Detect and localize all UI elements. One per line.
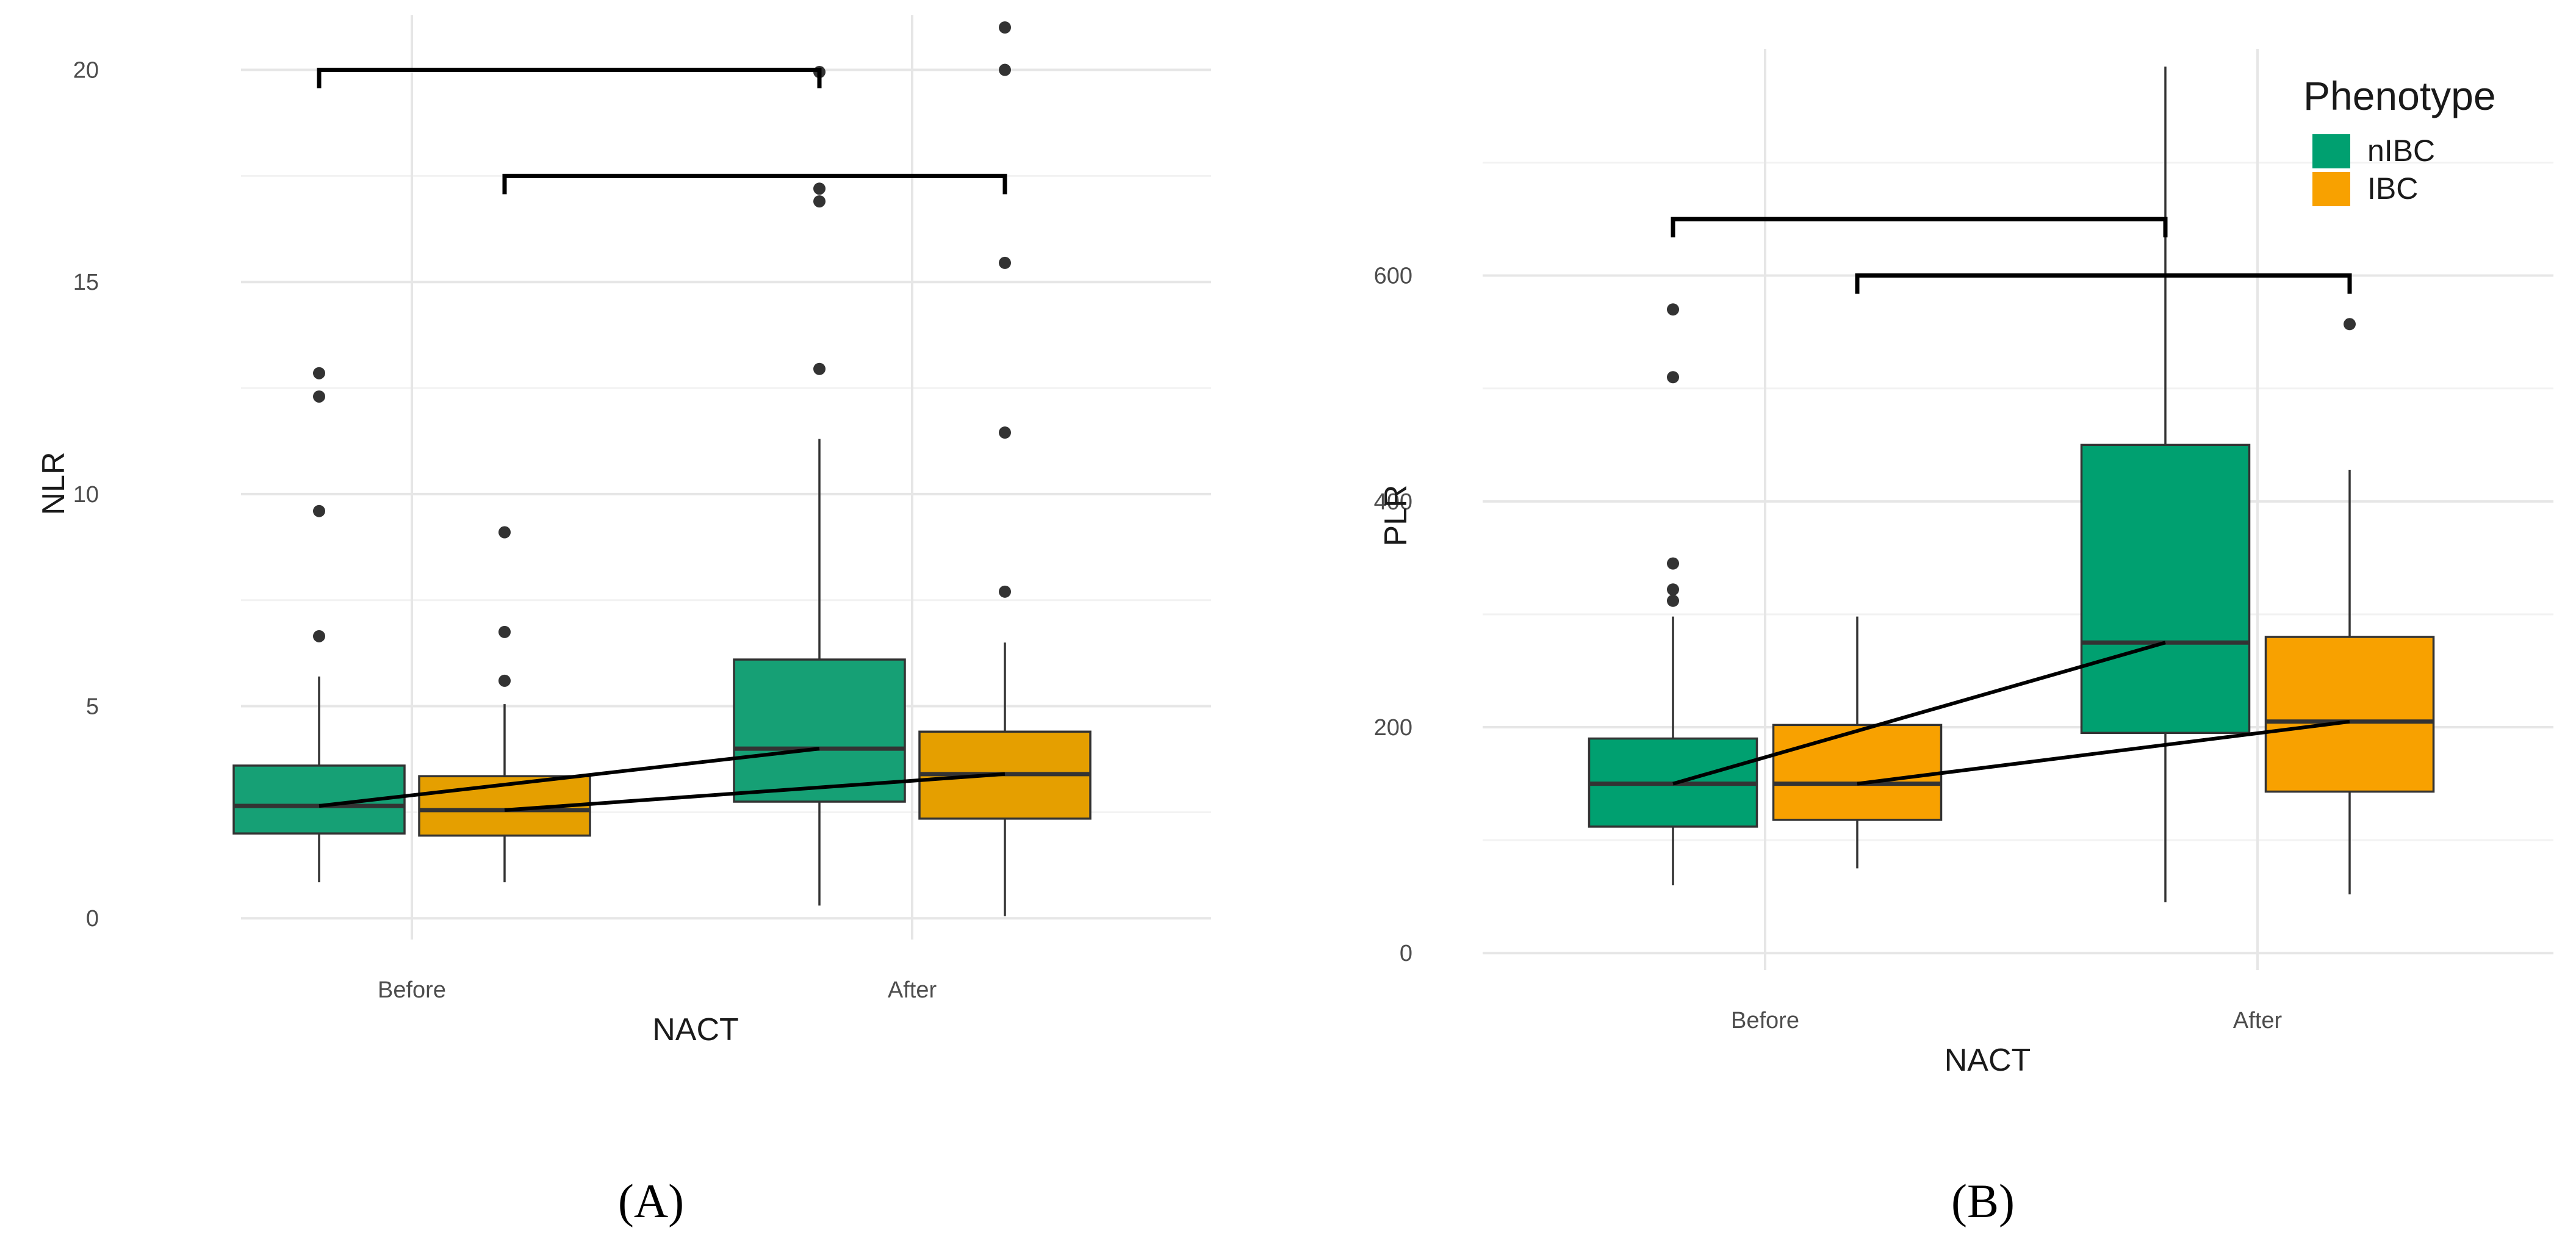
- outlier-point: [813, 182, 826, 195]
- panel-b-median-trend-ibc: [1857, 719, 2350, 786]
- panel-b-y-axis-title: PLR: [1378, 484, 1414, 546]
- panel-a-y-tick-label: 15: [73, 270, 99, 295]
- outlier-point: [313, 630, 325, 642]
- panel-label-b: (B): [1951, 1174, 2015, 1227]
- outlier-point: [313, 390, 325, 403]
- panel-a-y-tick-label: 20: [73, 58, 99, 84]
- outlier-point: [999, 256, 1011, 269]
- box-iqr: [2264, 636, 2435, 793]
- box-iqr: [1772, 724, 1943, 821]
- outlier-point: [498, 526, 511, 539]
- panel-a-box-ibc-before: [418, 526, 591, 883]
- legend-label-ibc: IBC: [2367, 171, 2418, 206]
- panel-b-chart: 0 200 400 600 Before After NACT PLR Phenotype nIB…: [1374, 49, 2553, 1078]
- outlier-point: [2344, 318, 2356, 331]
- panel-b-significance-bracket: [1671, 217, 2168, 238]
- panel-b-x-tick-label-after: After: [2233, 1008, 2283, 1033]
- panel-b-box-ibc-before: [1772, 616, 1943, 869]
- legend-swatch-ibc: [2312, 172, 2350, 206]
- panel-a-significance-bracket: [502, 173, 1007, 195]
- outlier-point: [999, 426, 1011, 439]
- panel-a-y-tick-label: 5: [86, 694, 99, 720]
- legend-swatch-nibc: [2312, 134, 2350, 168]
- panel-a-x-tick-label-after: After: [888, 977, 937, 1003]
- outlier-point: [1667, 371, 1679, 384]
- legend-label-nibc: nIBC: [2367, 134, 2435, 168]
- panel-b-box-nibc-before: [1588, 303, 1758, 886]
- panel-a-y-axis-title: NLR: [36, 451, 71, 515]
- panel-b-significance-bracket: [1855, 273, 2352, 294]
- box-iqr: [733, 658, 906, 803]
- panel-a-y-tick-label: 10: [73, 482, 99, 508]
- outlier-point: [813, 362, 826, 375]
- outlier-point: [1667, 557, 1679, 570]
- panel-b-box-nibc-after: [2080, 66, 2251, 902]
- outlier-point: [498, 625, 511, 638]
- panel-b-y-tick-label: 400: [1374, 489, 1412, 515]
- outlier-point: [999, 21, 1011, 34]
- panel-b-x-axis-title: NACT: [1945, 1043, 2031, 1078]
- outlier-point: [813, 195, 826, 208]
- outlier-point: [1667, 594, 1679, 607]
- panel-a-box-nibc-after: [733, 66, 906, 906]
- panel-b-x-tick-label-before: Before: [1731, 1008, 1799, 1033]
- outlier-point: [999, 63, 1011, 76]
- panel-b-box-ibc-after: [2264, 318, 2435, 894]
- panel-b-y-tick-label: 200: [1374, 715, 1412, 741]
- panel-a-y-tick-label: 0: [86, 906, 99, 932]
- panel-a-x-tick-label-before: Before: [378, 977, 446, 1003]
- panel-a-x-axis-title: NACT: [652, 1012, 739, 1048]
- box-iqr: [2080, 444, 2251, 735]
- outlier-point: [999, 585, 1011, 598]
- panel-a-median-trend-ibc: [504, 772, 1006, 812]
- outlier-point: [1667, 583, 1679, 596]
- outlier-point: [498, 674, 511, 687]
- outlier-point: [313, 505, 325, 517]
- legend-title: Phenotype: [2303, 73, 2496, 118]
- panel-label-a: (A): [618, 1174, 684, 1227]
- panel-a-median-trend-nibc: [318, 747, 820, 808]
- panel-b-y-tick-label: 0: [1400, 941, 1412, 966]
- panel-a-box-ibc-after: [918, 21, 1092, 916]
- panel-labels: (A) (B): [618, 1174, 2015, 1227]
- panel-a-chart: 0 5 10 15 20 Before After NACT NLR: [36, 15, 1211, 1048]
- panel-b-y-tick-label: 600: [1374, 264, 1412, 289]
- panel-b-median-trend-nibc: [1672, 641, 2166, 786]
- outlier-point: [313, 367, 325, 379]
- outlier-point: [1667, 303, 1679, 316]
- panel-a-significance-bracket: [317, 68, 822, 88]
